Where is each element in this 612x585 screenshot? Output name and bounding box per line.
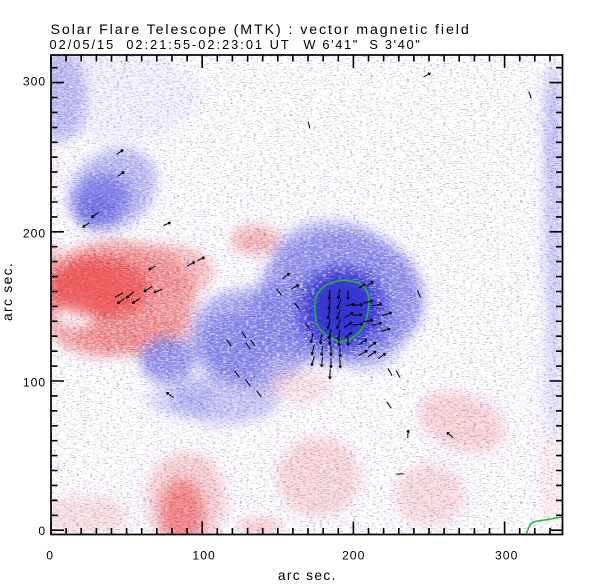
svg-text:200: 200 (342, 548, 365, 562)
svg-text:W 6'41" S 3'40": W 6'41" S 3'40" (303, 37, 421, 52)
svg-text:02/05/15 02:21:55-02:23:01 UT: 02/05/15 02:21:55-02:23:01 UT (50, 37, 291, 52)
svg-text:0: 0 (46, 548, 54, 562)
svg-text:arc sec.: arc sec. (0, 262, 15, 321)
svg-text:200: 200 (23, 226, 46, 240)
svg-text:Solar Flare Telescope (MTK) :: Solar Flare Telescope (MTK) : vector mag… (51, 22, 471, 38)
svg-text:0: 0 (38, 524, 46, 538)
svg-text:arc sec.: arc sec. (278, 568, 337, 583)
svg-text:100: 100 (23, 376, 46, 390)
svg-text:300: 300 (495, 548, 518, 562)
svg-text:100: 100 (192, 548, 215, 562)
svg-text:300: 300 (23, 74, 46, 88)
